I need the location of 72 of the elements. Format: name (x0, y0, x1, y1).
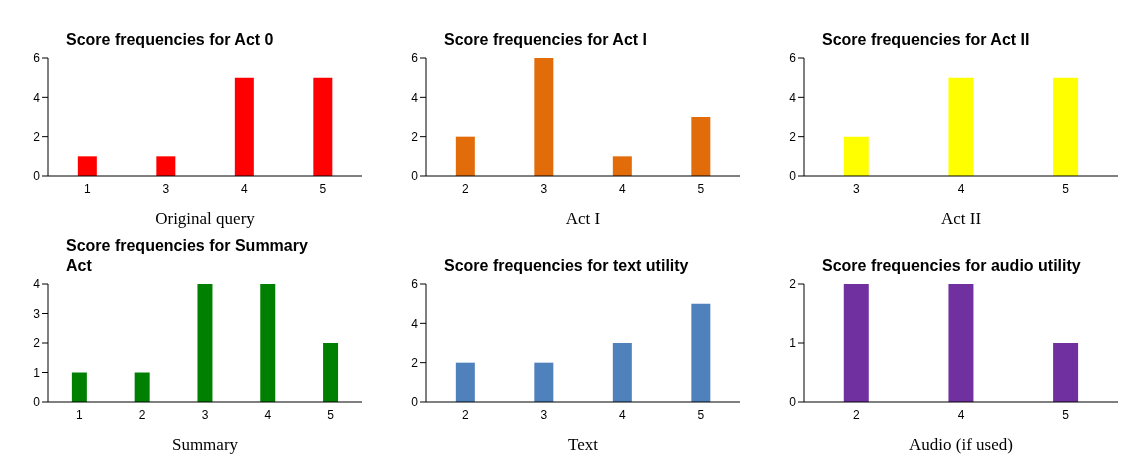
x-tick-label: 4 (957, 181, 965, 196)
chart-title: Score frequencies for Summary Act (66, 236, 309, 276)
bar (612, 343, 632, 402)
x-tick-label: 1 (76, 407, 84, 422)
y-tick-label: 4 (411, 90, 419, 105)
x-axis-title: Original query (155, 209, 256, 228)
bar (455, 136, 475, 176)
y-tick-label: 6 (411, 277, 419, 292)
x-axis-title: Audio (if used) (909, 435, 1013, 454)
y-tick-label: 2 (411, 355, 419, 370)
x-tick-label: 2 (461, 181, 469, 196)
chart-title: Score frequencies for Act II (822, 30, 1030, 50)
x-tick-label: 2 (461, 407, 469, 422)
y-tick-label: 1 (789, 336, 797, 351)
bar (534, 58, 554, 176)
y-tick-label: 2 (33, 129, 41, 144)
x-tick-label: 5 (319, 181, 327, 196)
x-tick-label: 4 (264, 407, 272, 422)
y-tick-label: 6 (33, 51, 41, 66)
bar (534, 362, 554, 402)
x-tick-label: 5 (1062, 181, 1070, 196)
bar (134, 372, 150, 402)
x-axis-title: Act II (940, 209, 982, 228)
x-tick-label: 4 (618, 181, 626, 196)
x-tick-label: 5 (327, 407, 335, 422)
y-tick-label: 3 (33, 306, 41, 321)
y-tick-label: 6 (789, 51, 797, 66)
chart-title: Score frequencies for Act 0 (66, 30, 274, 50)
x-tick-label: 5 (697, 407, 705, 422)
y-tick-label: 0 (411, 395, 419, 410)
x-tick-label: 2 (138, 407, 146, 422)
x-tick-label: 4 (957, 407, 965, 422)
y-tick-label: 2 (789, 129, 797, 144)
bar (323, 343, 339, 402)
y-tick-label: 0 (33, 395, 41, 410)
x-tick-label: 3 (852, 181, 860, 196)
bar (71, 372, 87, 402)
y-tick-label: 6 (411, 51, 419, 66)
chart-title: Score frequencies for Act I (444, 30, 648, 50)
chart-title: Score frequencies for audio utility (822, 256, 1081, 276)
x-axis-title: Act I (565, 209, 601, 228)
y-tick-label: 2 (411, 129, 419, 144)
y-tick-label: 0 (33, 169, 41, 184)
x-tick-label: 4 (240, 181, 248, 196)
bar (691, 303, 711, 402)
x-tick-label: 2 (852, 407, 860, 422)
y-tick-label: 0 (789, 169, 797, 184)
y-tick-label: 4 (411, 316, 419, 331)
bar (260, 284, 276, 402)
x-tick-label: 3 (201, 407, 209, 422)
y-tick-label: 0 (411, 169, 419, 184)
x-tick-label: 3 (540, 407, 548, 422)
x-tick-label: 3 (162, 181, 170, 196)
bar (455, 362, 475, 402)
x-tick-label: 5 (1062, 407, 1070, 422)
y-tick-label: 2 (33, 336, 41, 351)
x-tick-label: 1 (83, 181, 91, 196)
x-axis-title: Summary (171, 435, 239, 454)
x-tick-label: 5 (697, 181, 705, 196)
bar (197, 284, 213, 402)
y-tick-label: 4 (789, 90, 797, 105)
x-tick-label: 3 (540, 181, 548, 196)
bar (691, 117, 711, 176)
y-tick-label: 0 (789, 395, 797, 410)
y-tick-label: 2 (789, 277, 797, 292)
bar (612, 156, 632, 176)
y-tick-label: 1 (33, 365, 41, 380)
x-tick-label: 4 (618, 407, 626, 422)
y-tick-label: 4 (33, 90, 41, 105)
chart-title: Score frequencies for text utility (444, 256, 689, 276)
y-tick-label: 4 (33, 277, 41, 292)
x-axis-title: Text (568, 435, 599, 454)
